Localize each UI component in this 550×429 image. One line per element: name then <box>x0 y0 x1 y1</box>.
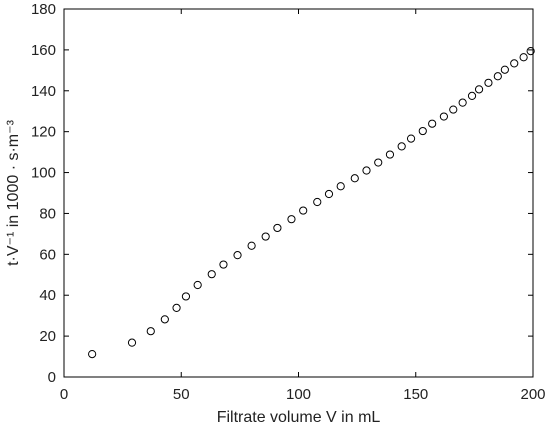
data-point <box>160 315 169 324</box>
y-tick-label: 160 <box>31 42 56 59</box>
y-tick-label: 20 <box>39 328 56 345</box>
data-point <box>219 260 228 269</box>
data-point <box>247 241 256 250</box>
data-point <box>510 59 519 68</box>
y-tick-label: 0 <box>48 369 56 386</box>
data-point <box>193 280 202 290</box>
y-tick-label: 40 <box>39 287 56 304</box>
data-point <box>467 91 477 100</box>
data-point <box>526 47 535 56</box>
data-point <box>439 112 448 121</box>
data-point <box>299 206 308 215</box>
x-tick-label: 50 <box>173 386 190 403</box>
data-point <box>519 53 528 62</box>
data-point <box>385 150 395 159</box>
data-point <box>397 142 406 151</box>
data-point <box>273 223 282 233</box>
data-point <box>172 303 181 312</box>
data-point <box>428 119 437 128</box>
y-axis-label: t·V⁻¹ in 1000 · s·m⁻³ <box>5 119 22 265</box>
x-axis-label: Filtrate volume V in mL <box>217 409 381 426</box>
data-point <box>474 85 484 94</box>
data-point <box>146 327 155 336</box>
y-tick-label: 120 <box>31 124 56 141</box>
data-point <box>313 197 322 207</box>
data-point <box>362 166 371 175</box>
data-point <box>233 251 242 260</box>
y-tick-label: 180 <box>31 1 56 18</box>
data-point <box>181 292 191 301</box>
data-point <box>406 134 416 143</box>
x-tick-label: 200 <box>520 386 545 403</box>
y-tick-label: 80 <box>39 205 56 222</box>
data-point <box>207 270 216 279</box>
y-tick-label: 140 <box>31 83 56 100</box>
data-point <box>484 78 493 87</box>
x-tick-label: 100 <box>286 386 311 403</box>
data-point <box>500 65 509 74</box>
x-tick-label: 0 <box>60 386 68 403</box>
data-point <box>336 182 345 191</box>
data-point <box>458 98 467 107</box>
data-point <box>324 189 334 199</box>
plot-area <box>63 8 534 378</box>
data-point <box>287 215 296 224</box>
data-point <box>261 232 270 241</box>
data-point <box>449 105 458 114</box>
y-tick-label: 100 <box>31 165 56 182</box>
data-points <box>88 47 535 359</box>
plot-frame <box>63 8 534 378</box>
x-tick-label: 150 <box>403 386 428 403</box>
data-point <box>88 350 97 359</box>
y-tick-label: 60 <box>39 246 56 263</box>
data-point <box>350 174 359 183</box>
data-point <box>374 158 383 167</box>
axis-ticks: 0 50 100 150 200 0 20 40 60 80 100 120 140 160 180 <box>31 1 546 403</box>
data-point <box>127 338 137 347</box>
data-point <box>493 72 502 81</box>
data-point <box>418 126 427 136</box>
